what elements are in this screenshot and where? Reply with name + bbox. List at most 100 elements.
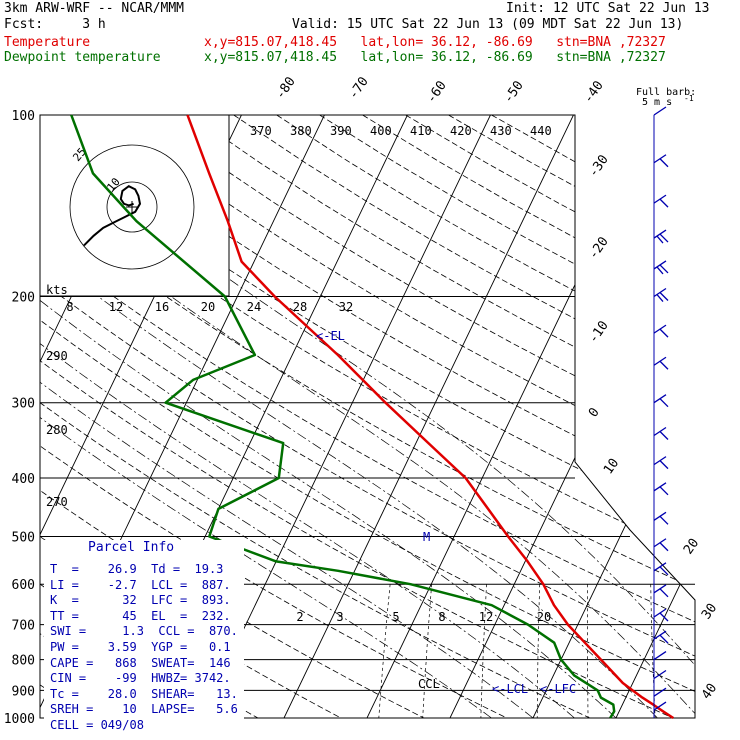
wind-barb-feather xyxy=(659,398,669,408)
pressure-tick-label: 500 xyxy=(12,530,35,545)
parcel-info-row: K = 32 LFC = 893. xyxy=(50,593,231,608)
mixing-ratio-label: 12 xyxy=(479,610,493,624)
isotherm-line xyxy=(283,115,574,718)
wind-speed-scale-label: 16 xyxy=(155,300,169,314)
wind-barb xyxy=(653,669,667,680)
dry-adiabat-line xyxy=(40,115,591,718)
theta-label: 400 xyxy=(370,124,392,138)
wind-barb-feather xyxy=(659,360,669,370)
mixing-ratio-line xyxy=(650,584,656,718)
mixing-ratio-line xyxy=(587,584,589,718)
moist-adiabat-line xyxy=(40,115,492,718)
wind-barb-feather xyxy=(659,328,669,338)
parcel-info-row: LI = -2.7 LCL = 887. xyxy=(50,577,231,592)
parcel-info-row: Tc = 28.0 SHEAR= 13. xyxy=(50,686,238,701)
parcel-info-row: CIN = -99 HWBZ= 3742. xyxy=(50,671,231,686)
wind-barb-feather xyxy=(659,634,669,644)
parcel-info-row: PW = 3.59 YGP = 0.1 xyxy=(50,640,231,654)
mixing-ratio-label: 5 xyxy=(392,610,399,624)
dry-adiabat-line xyxy=(405,115,695,718)
mixing-ratio-label: 3 xyxy=(336,610,343,624)
temperature-location: x,y=815.07,418.45 lat,lon= 36.12, -86.69… xyxy=(204,35,666,50)
theta-label: 410 xyxy=(410,124,432,138)
dry-adiabat-line xyxy=(147,115,695,718)
pressure-tick-label: 800 xyxy=(12,654,35,669)
full-barb-label: Full barb: xyxy=(636,87,696,98)
isotherm-line xyxy=(366,115,657,718)
pressure-tick-label: 900 xyxy=(12,684,35,699)
wind-barb-feather xyxy=(659,431,669,440)
pressure-tick-label: 200 xyxy=(12,291,35,306)
theta-label: 390 xyxy=(330,124,352,138)
wind-barb-feather xyxy=(656,294,664,302)
temperature-line xyxy=(186,114,674,720)
mixing-ratio-label: 2 xyxy=(296,610,303,624)
dry-adiabat-line xyxy=(362,115,695,718)
dry-adiabat-line xyxy=(40,115,674,718)
wind-barb xyxy=(653,701,667,711)
dry-adiabat-line xyxy=(61,115,695,718)
theta-label: 440 xyxy=(530,124,552,138)
isotherm-label: -50 xyxy=(501,78,527,106)
mixing-ratio-label: 8 xyxy=(438,610,445,624)
wind-barb-feather xyxy=(659,233,669,243)
wind-barb-feather xyxy=(659,612,669,622)
full-barb-units: 5 m s xyxy=(642,97,672,108)
isotherm-line xyxy=(200,115,491,718)
isotherm-label: -60 xyxy=(424,78,450,106)
dry-adiabat-line xyxy=(104,115,695,718)
wind-barb-column: Full barb:5 m s -1 xyxy=(636,87,696,718)
dewpoint-location: x,y=815.07,418.45 lat,lon= 36.12, -86.69… xyxy=(204,50,666,65)
wind-speed-scale-label: 32 xyxy=(339,300,353,314)
dry-adiabat-line xyxy=(190,115,695,718)
pressure-tick-label: 300 xyxy=(12,397,35,412)
parcel-info-panel xyxy=(44,540,244,732)
el-marker: <-EL xyxy=(316,329,345,343)
moist-adiabat-line xyxy=(40,115,575,718)
dry-adiabat-label: 280 xyxy=(46,423,68,437)
hodograph-units: kts xyxy=(46,283,68,297)
dry-adiabat-line xyxy=(233,115,695,718)
dewpoint-legend-label: Dewpoint temperature xyxy=(4,50,161,65)
temperature-legend-label: Temperature xyxy=(4,35,91,50)
dry-adiabat-label: 270 xyxy=(46,495,68,509)
wind-barb-feather xyxy=(659,588,669,598)
pressure-tick-label: 100 xyxy=(12,109,35,124)
moist-adiabat-line xyxy=(40,115,695,718)
isotherm-label: 20 xyxy=(681,536,702,557)
wind-barb-feather xyxy=(659,460,669,470)
mixing-ratio-line xyxy=(480,584,487,718)
dry-adiabat-label: 290 xyxy=(46,349,68,363)
wind-barb-feather xyxy=(656,266,664,275)
isotherm-label: -70 xyxy=(346,74,372,102)
melting-level-marker: M xyxy=(423,530,430,544)
dry-adiabat-line xyxy=(491,115,695,718)
dry-adiabat-line xyxy=(40,115,342,718)
isotherm-label: -30 xyxy=(586,152,612,180)
isotherm-line xyxy=(699,115,740,718)
wind-barb-feather xyxy=(659,292,669,301)
wind-barb xyxy=(653,106,667,116)
isotherm-label: -80 xyxy=(273,74,299,102)
mixing-ratio-label: 20 xyxy=(537,610,551,624)
parcel-info-row: CELL = 049/08 xyxy=(50,718,144,732)
parcel-info-row: SREH = 10 LAPSE= 5.6 xyxy=(50,702,238,717)
dewpoint-line xyxy=(70,114,616,719)
dry-adiabat-line xyxy=(40,115,695,718)
theta-label: 430 xyxy=(490,124,512,138)
wind-barb-feather xyxy=(659,264,669,274)
hodograph-ring xyxy=(69,144,195,270)
mixing-ratio-line xyxy=(378,584,391,718)
wind-speed-scale-label: 20 xyxy=(201,300,215,314)
wind-barb-feather xyxy=(659,542,669,552)
mixing-ratio-line xyxy=(422,584,433,718)
parcel-info-row: CAPE = 868 SWEAT= 146 xyxy=(50,655,231,670)
hodograph-ring xyxy=(106,181,158,233)
isotherm-label: -20 xyxy=(586,234,612,262)
init-time: Init: 12 UTC Sat 22 Jun 13 xyxy=(506,1,710,16)
theta-label: 380 xyxy=(290,124,312,138)
isotherm-label: 30 xyxy=(699,601,720,622)
isotherm-line xyxy=(615,115,695,718)
pressure-tick-label: 400 xyxy=(12,472,35,487)
